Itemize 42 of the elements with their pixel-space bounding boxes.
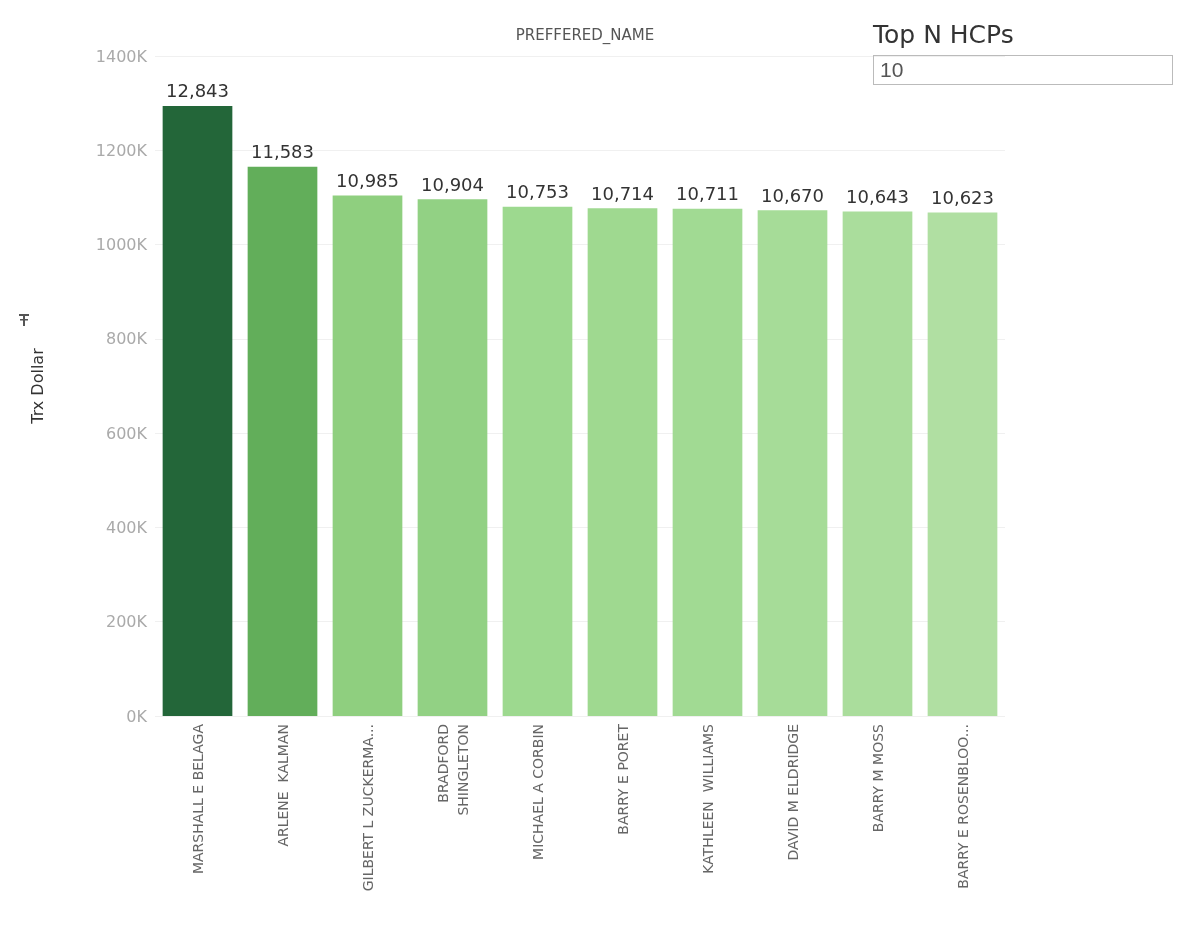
- annotation: 11,583: [251, 141, 314, 163]
- x-tick-label: KATHLEEN WILLIAMS: [699, 723, 716, 874]
- annotation: 10,985: [336, 170, 399, 192]
- bar: [587, 208, 658, 716]
- bar: [842, 211, 913, 716]
- x-tick-label: MICHAEL A CORBIN: [529, 724, 546, 860]
- x-tick-label: BRADFORD SHINGLETON: [434, 724, 471, 816]
- annotation: 10,623: [931, 187, 994, 209]
- bar: [502, 206, 573, 716]
- annotation: 10,643: [846, 186, 909, 208]
- y-tick-label: 1200K: [95, 140, 148, 160]
- x-tick-label: BARRY E PORET: [614, 723, 631, 835]
- bar: [417, 199, 488, 716]
- x-tick-label: GILBERT L ZUCKERMA...: [359, 724, 376, 892]
- annotation: 10,670: [761, 184, 824, 206]
- bar: [247, 166, 318, 716]
- annotation: 12,843: [166, 80, 229, 102]
- x-tick-label: MARSHALL E BELAGA: [189, 723, 206, 875]
- x-tick-label: ARLENE KALMAN: [274, 724, 291, 847]
- y-tick-label: 800K: [105, 329, 148, 349]
- bar: [332, 195, 403, 716]
- y-axis-title: Trx Dollar: [27, 347, 47, 425]
- x-tick-label: BARRY M MOSS: [869, 723, 886, 833]
- x-tick-label: BARRY E ROSENBLOO...: [954, 724, 971, 889]
- y-tick-label: 0K: [126, 706, 148, 726]
- annotation: 10,714: [591, 182, 654, 204]
- y-tick-label: 1400K: [95, 46, 148, 66]
- bar: [927, 212, 998, 716]
- y-tick-label: 200K: [105, 612, 148, 632]
- bar: [162, 105, 233, 716]
- y-tick-label: 1000K: [95, 235, 148, 255]
- x-axis-title: PREFFERED_NAME: [515, 25, 655, 45]
- x-tick-label: DAVID M ELDRIDGE: [784, 724, 801, 861]
- y-tick-label: 400K: [105, 517, 148, 537]
- bar: [672, 208, 743, 716]
- annotation: 10,904: [421, 173, 484, 195]
- annotation: 10,753: [506, 181, 569, 203]
- number-field: 10: [873, 55, 1173, 85]
- y-tick-label: 600K: [105, 423, 148, 443]
- text: Top N HCPs: [873, 20, 1015, 49]
- bar: [757, 210, 828, 716]
- annotation: 10,711: [676, 183, 739, 205]
